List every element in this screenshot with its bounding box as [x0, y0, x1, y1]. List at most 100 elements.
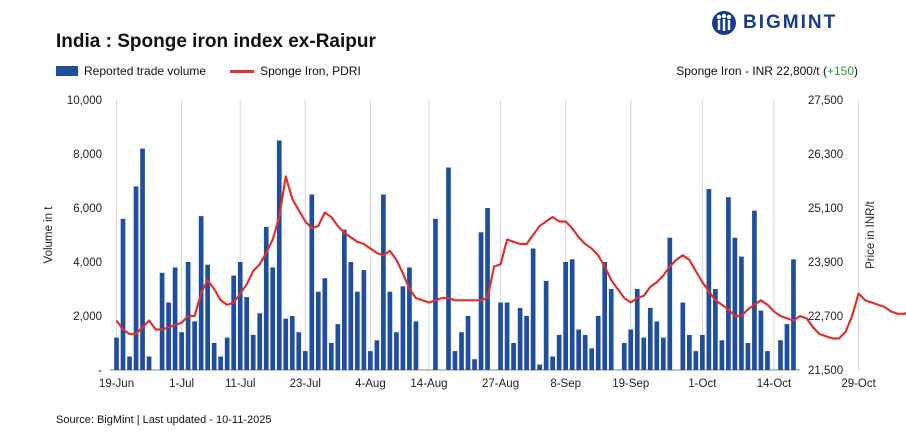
volume-bar	[127, 356, 132, 370]
y2-tick-label: 25,100	[808, 203, 843, 215]
volume-bar	[224, 337, 230, 370]
volume-bar	[341, 229, 347, 370]
volume-bar	[400, 286, 406, 370]
volume-bar	[381, 194, 386, 370]
legend-volume-label: Reported trade volume	[84, 64, 207, 78]
x-tick-label: 23-Jul	[290, 378, 321, 390]
y-tick-label: 10,000	[67, 95, 102, 107]
price-line	[115, 175, 906, 340]
volume-bar	[192, 321, 197, 370]
volume-bar	[283, 318, 289, 370]
volume-bar	[719, 340, 725, 370]
volume-bar	[361, 270, 367, 370]
volume-bar	[530, 248, 536, 370]
volume-bar	[211, 343, 217, 370]
x-tick-label: 1-Jul	[169, 378, 194, 390]
price-note-text: Sponge Iron - INR 22,800/t (	[676, 64, 827, 78]
volume-bar	[634, 289, 640, 370]
volume-bar	[387, 291, 393, 370]
price-note: Sponge Iron - INR 22,800/t (+150)	[676, 64, 858, 78]
y2-tick-label: 22,700	[808, 311, 843, 323]
volume-bar	[595, 316, 601, 370]
volume-bar	[680, 302, 686, 370]
x-tick-label: 14-Oct	[757, 378, 792, 390]
volume-bar	[621, 343, 627, 370]
x-tick-label: 19-Jun	[99, 378, 134, 390]
volume-bar	[237, 262, 243, 370]
volume-bar	[302, 351, 308, 370]
volume-bar	[348, 262, 354, 370]
volume-bar	[582, 334, 588, 370]
volume-bar	[511, 343, 516, 370]
volume-bar	[465, 316, 471, 370]
volume-bar	[758, 310, 764, 370]
legend-price-label: Sponge Iron, PDRI	[260, 64, 361, 78]
y2-tick-label: 23,900	[808, 257, 843, 269]
volume-bar	[296, 332, 302, 370]
volume-bar	[452, 351, 458, 370]
volume-bar	[686, 334, 692, 370]
volume-bar	[504, 302, 510, 370]
volume-bar	[446, 167, 451, 370]
volume-bar	[537, 364, 542, 370]
volume-bar	[739, 256, 744, 370]
x-tick-label: 11-Jul	[225, 378, 255, 390]
volume-bar	[517, 307, 523, 370]
volume-bar	[140, 148, 145, 370]
y-tick-label: 8,000	[73, 149, 102, 161]
volume-bar	[413, 321, 419, 370]
volume-bar	[472, 359, 477, 370]
volume-bar	[289, 316, 295, 370]
price-note-close: )	[854, 64, 858, 78]
legend-volume-swatch	[56, 66, 78, 76]
volume-bar	[166, 302, 171, 370]
volume-bar	[309, 194, 315, 370]
volume-bar	[550, 356, 555, 370]
volume-bar	[667, 237, 673, 370]
volume-bar	[315, 291, 321, 370]
volume-bar	[706, 189, 712, 370]
x-tick-label: 4-Aug	[355, 378, 386, 390]
volume-bar	[485, 208, 490, 370]
volume-bar	[368, 351, 373, 370]
volume-bar	[179, 332, 184, 370]
x-tick-label: 8-Sep	[550, 378, 581, 390]
volume-bar	[335, 324, 341, 370]
volume-bar	[765, 351, 770, 370]
bigmint-logo-icon	[712, 11, 736, 35]
volume-bar	[133, 186, 139, 370]
volume-bar	[713, 289, 718, 370]
volume-bar	[576, 329, 582, 370]
volume-bar	[543, 280, 549, 370]
y-tick-label: 6,000	[73, 203, 102, 215]
brand-name: BIGMINT	[743, 12, 838, 33]
volume-bar	[589, 348, 595, 370]
volume-bar	[459, 332, 464, 370]
volume-bar	[244, 297, 250, 370]
y-tick-label: -	[98, 365, 102, 377]
volume-bar	[628, 329, 634, 370]
volume-bar	[726, 197, 731, 370]
y2-tick-label: 27,500	[808, 95, 843, 107]
volume-bar	[660, 337, 666, 370]
volume-bar	[120, 218, 126, 370]
y2-axis-title: Price in INR/t	[865, 200, 877, 269]
volume-bar	[250, 334, 256, 370]
volume-bar	[556, 334, 562, 370]
volume-bar	[791, 259, 796, 370]
volume-bar	[394, 332, 399, 370]
y-axis-title: Volume in t	[43, 206, 55, 264]
y-tick-label: 4,000	[73, 257, 102, 269]
volume-bar	[146, 356, 152, 370]
volume-bar	[647, 307, 653, 370]
bigmint-logo: BIGMINT	[711, 8, 837, 38]
chart-title: India : Sponge iron index ex-Raipur	[56, 31, 376, 52]
x-tick-label: 1-Oct	[688, 378, 717, 390]
volume-bar	[693, 351, 699, 370]
volume-bar	[700, 334, 705, 370]
volume-bar	[602, 262, 608, 370]
volume-bar	[257, 313, 263, 370]
x-tick-label: 19-Sep	[612, 378, 649, 390]
volume-bar	[784, 324, 790, 370]
